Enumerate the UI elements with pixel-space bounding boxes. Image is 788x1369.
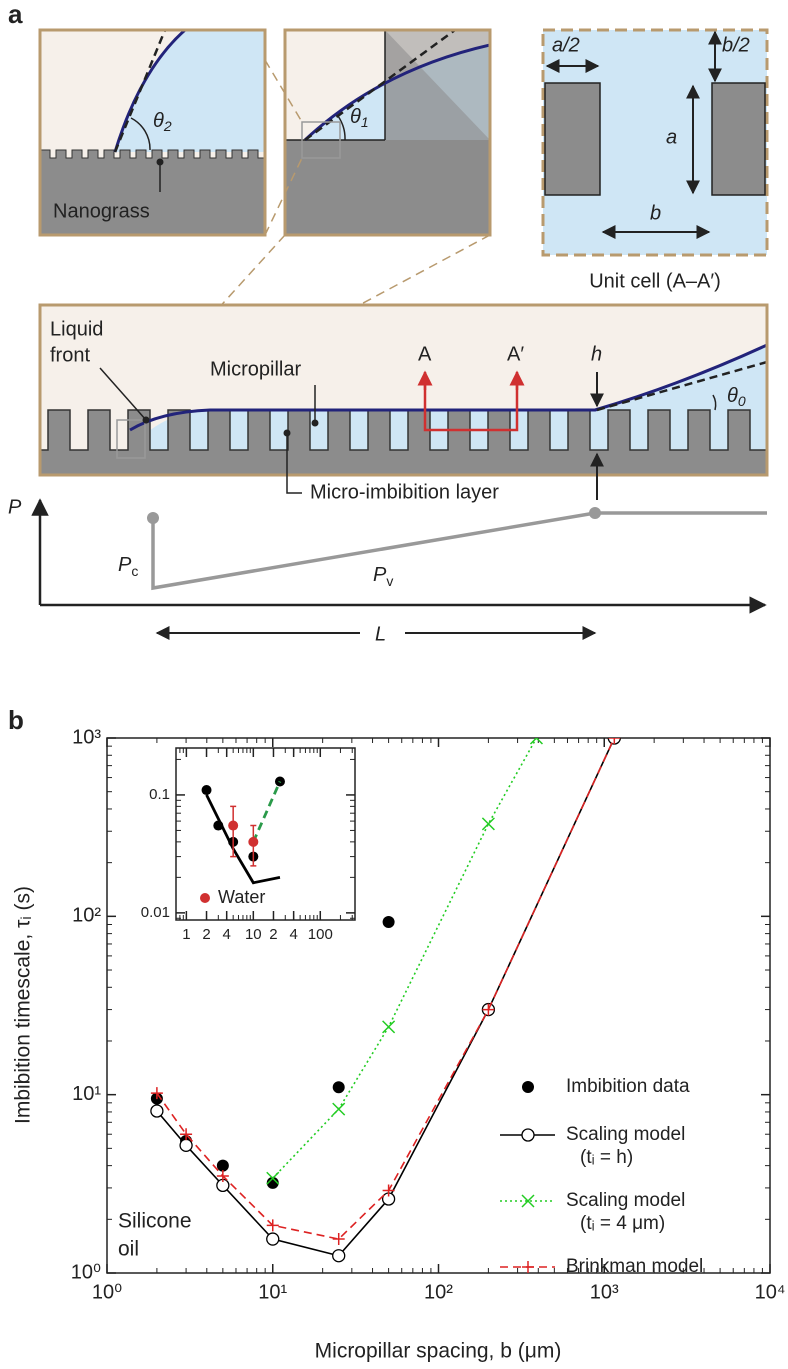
x-tick-label: 2 — [202, 926, 210, 943]
series-line — [156, 738, 616, 1240]
x-tick-label: 4 — [289, 926, 297, 943]
caption: Unit cell (A–A′) — [589, 270, 721, 292]
data-point — [382, 1020, 396, 1034]
legend-marker — [522, 1081, 534, 1093]
data-point — [216, 1169, 229, 1182]
dim-label: a/2 — [552, 34, 580, 56]
data-point — [228, 820, 239, 831]
data-point — [248, 836, 259, 847]
theta-label: θ1 — [350, 106, 369, 129]
legend-marker — [521, 1194, 535, 1208]
legend-label: Scaling model — [566, 1124, 685, 1145]
panel-label: a — [8, 0, 23, 29]
theta-label: θ0 — [727, 385, 746, 408]
legend-label: (tᵢ = h) — [580, 1147, 633, 1168]
inset-corner — [285, 30, 490, 235]
x-tick-label: 100 — [308, 926, 333, 943]
x-tick-label: 10⁴ — [755, 1281, 786, 1303]
data-point — [332, 1102, 346, 1116]
data-point — [150, 1087, 163, 1100]
dim-label: a — [666, 126, 677, 148]
series-line — [252, 780, 282, 843]
data-point — [216, 1159, 229, 1172]
front-label: front — [50, 344, 90, 366]
data-point — [482, 1003, 495, 1016]
dim-label: b/2 — [722, 34, 750, 56]
pillar-array — [40, 305, 767, 475]
y-tick-label: 0.1 — [149, 786, 170, 803]
y-tick-label: 10³ — [72, 726, 101, 748]
annotation: oil — [118, 1238, 139, 1261]
y-tick-label: 0.01 — [141, 904, 170, 921]
x-tick-label: 10⁰ — [92, 1281, 122, 1303]
legend-label: Water — [218, 887, 265, 907]
axis-label: P — [8, 496, 22, 518]
plot-area — [201, 776, 285, 885]
data-point — [332, 1233, 345, 1246]
y-tick-label: 10¹ — [72, 1083, 101, 1105]
length-label: L — [375, 623, 386, 645]
data-point — [266, 1219, 279, 1232]
legend-label: Brinkman model — [566, 1256, 703, 1277]
legend-marker — [200, 893, 210, 903]
data-point — [332, 1249, 346, 1263]
x-tick-label: 1 — [182, 926, 190, 943]
nanograss-label: Nanograss — [53, 200, 150, 222]
x-axis-label: Micropillar spacing, b (μm) — [315, 1340, 562, 1363]
panel-b: 10⁰ 10¹ 10² 10³ 10⁴ 10⁰ 10¹ 10² 10³ b Micropillar … — [8, 705, 785, 1363]
data-point — [266, 1232, 280, 1246]
data-point — [150, 1104, 164, 1118]
pv-label: Pv — [373, 564, 393, 588]
front-label: Liquid — [50, 318, 103, 340]
x-tick-label: 10² — [424, 1281, 453, 1303]
error-bar — [230, 805, 237, 858]
legend-marker — [522, 1261, 534, 1273]
data-point — [179, 1138, 193, 1152]
inset-nanograss — [40, 30, 265, 235]
y-axis-label: Imbibition timescale, τᵢ (s) — [12, 886, 35, 1124]
data-point — [332, 1081, 345, 1094]
h-label: h — [591, 343, 602, 365]
dim-label: b — [650, 202, 661, 224]
x-tick-label: 10¹ — [258, 1281, 287, 1303]
data-point — [529, 738, 543, 745]
data-point — [608, 738, 621, 744]
y-tick-label: 10² — [72, 905, 101, 927]
section-label: A′ — [507, 343, 524, 365]
panel-label: b — [8, 705, 24, 735]
layer-label: Micro-imbibition layer — [310, 481, 499, 503]
micropillar-label: Micropillar — [210, 358, 301, 380]
section-label: A — [418, 343, 432, 365]
x-tick-label: 10 — [245, 926, 262, 943]
x-tick-label: 4 — [223, 926, 231, 943]
legend-label: (tᵢ = 4 μm) — [580, 1213, 665, 1234]
data-point — [481, 817, 495, 831]
data-point — [382, 915, 395, 928]
dimension-arrows — [545, 30, 722, 239]
data-point — [382, 1184, 395, 1197]
y-tick-label: 10⁰ — [71, 1261, 101, 1283]
plot-frame — [175, 747, 356, 921]
plot-area — [150, 738, 621, 1263]
legend-label: Imbibition data — [566, 1076, 690, 1097]
data-point — [266, 1171, 280, 1185]
annotation: Silicone — [118, 1210, 192, 1233]
pc-label: Pc — [118, 554, 138, 578]
data-point — [180, 1128, 193, 1141]
theta-label: θ2 — [153, 110, 172, 133]
panel-a: a θ2 Nanograss θ1 a/2 b/2 a b Unit cell … — [8, 0, 769, 645]
series-line — [205, 794, 281, 885]
data-point — [266, 1176, 279, 1189]
legend-label: Scaling model — [566, 1190, 685, 1211]
data-point — [201, 785, 212, 796]
x-tick-label: 2 — [269, 926, 277, 943]
legend-marker — [521, 1128, 535, 1142]
x-tick-label: 10³ — [590, 1281, 619, 1303]
